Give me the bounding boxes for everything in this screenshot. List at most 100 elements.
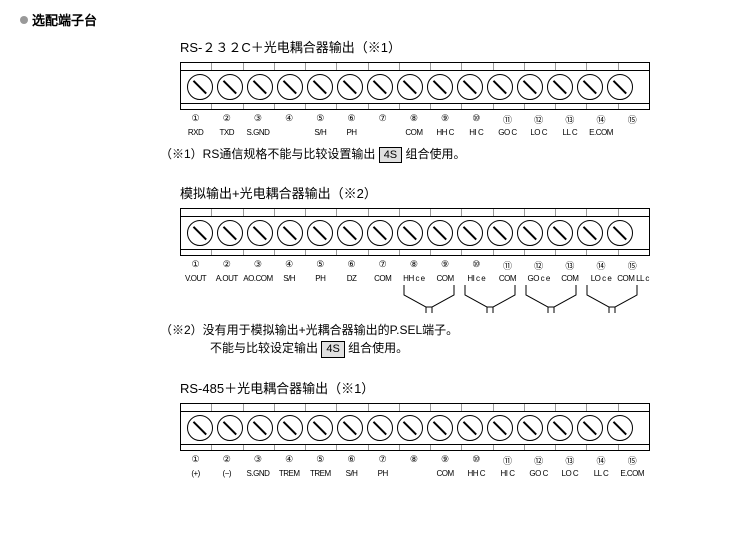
terminal-number: ⑥ bbox=[337, 454, 367, 467]
section-note: （※2）没有用于模拟输出+光耦合器输出的P.SEL端子。不能与比较设定输出 4S… bbox=[160, 321, 725, 357]
terminal-number: ⑧ bbox=[399, 113, 429, 126]
terminal-number: ① bbox=[181, 259, 211, 272]
terminal-label: COM bbox=[492, 274, 522, 283]
terminal-number: ⑪ bbox=[492, 259, 522, 272]
terminal-number: ⑮ bbox=[617, 454, 647, 467]
terminal-label: COM bbox=[555, 274, 585, 283]
terminal-label: COM LL c bbox=[617, 274, 647, 283]
terminal-labels: V.OUTA.OUTAO.COMS/HPHDZCOMHH c eCOMHI c … bbox=[180, 274, 650, 283]
page-title: 选配端子台 bbox=[32, 10, 97, 29]
terminal-numbers: ①②③④⑤⑥⑦⑧⑨⑩⑪⑫⑬⑭⑮ bbox=[180, 259, 650, 272]
terminal-section: 模拟输出+光电耦合器输出（※2）①②③④⑤⑥⑦⑧⑨⑩⑪⑫⑬⑭⑮V.OUTA.OU… bbox=[180, 183, 725, 357]
terminal-screw bbox=[577, 220, 603, 246]
terminal-label: (−) bbox=[212, 469, 242, 478]
terminal-label: TREM bbox=[274, 469, 304, 478]
terminal-screw bbox=[547, 74, 573, 100]
terminal-screw bbox=[397, 220, 423, 246]
terminal-numbers: ①②③④⑤⑥⑦⑧⑨⑩⑪⑫⑬⑭⑮ bbox=[180, 113, 650, 126]
terminal-label: GO C bbox=[524, 469, 554, 478]
terminal-screw bbox=[577, 415, 603, 441]
terminal-screw bbox=[247, 74, 273, 100]
terminal-screw bbox=[607, 74, 633, 100]
terminal-number: ② bbox=[212, 113, 242, 126]
terminal-screw bbox=[187, 74, 213, 100]
terminal-screw bbox=[547, 220, 573, 246]
terminal-screw bbox=[457, 220, 483, 246]
terminal-number: ⑦ bbox=[368, 454, 398, 467]
terminal-screw bbox=[397, 415, 423, 441]
terminal-screw bbox=[427, 220, 453, 246]
terminal-number: ③ bbox=[243, 259, 273, 272]
terminal-number: ⑨ bbox=[430, 259, 460, 272]
terminal-number: ⑬ bbox=[555, 454, 585, 467]
terminal-number: ⑤ bbox=[305, 454, 335, 467]
terminal-screw bbox=[307, 220, 333, 246]
connector-bracket bbox=[399, 285, 459, 313]
terminal-screw bbox=[457, 74, 483, 100]
terminal-label: S.GND bbox=[243, 128, 273, 137]
terminal-screw bbox=[487, 415, 513, 441]
terminal-screw bbox=[277, 220, 303, 246]
terminal-label: LO C bbox=[524, 128, 554, 137]
terminal-number: ⑮ bbox=[617, 259, 647, 272]
terminal-label: RXD bbox=[181, 128, 211, 137]
terminal-label: HI c e bbox=[461, 274, 491, 283]
terminal-screw bbox=[217, 74, 243, 100]
terminal-number: ② bbox=[212, 259, 242, 272]
terminal-number: ⑨ bbox=[430, 454, 460, 467]
terminal-label: GO C bbox=[492, 128, 522, 137]
terminal-labels: RXDTXDS.GNDS/HPHCOMHH CHI CGO CLO CLL CE… bbox=[180, 128, 650, 137]
terminal-number: ② bbox=[212, 454, 242, 467]
terminal-screw bbox=[337, 220, 363, 246]
terminal-screw bbox=[427, 415, 453, 441]
terminal-section: RS-２３２C＋光电耦合器输出（※1）①②③④⑤⑥⑦⑧⑨⑩⑪⑫⑬⑭⑮RXDTXD… bbox=[180, 37, 725, 163]
terminal-number: ⑨ bbox=[430, 113, 460, 126]
terminal-number: ⑫ bbox=[524, 113, 554, 126]
terminal-screw bbox=[277, 74, 303, 100]
terminal-screw bbox=[517, 220, 543, 246]
terminal-label: LL C bbox=[555, 128, 585, 137]
terminal-label: AO.COM bbox=[243, 274, 273, 283]
terminal-number: ⑤ bbox=[305, 113, 335, 126]
terminal-number: ⑥ bbox=[337, 113, 367, 126]
terminal-number: ⑥ bbox=[337, 259, 367, 272]
section-title: RS-２３２C＋光电耦合器输出（※1） bbox=[180, 37, 725, 56]
connector-bracket bbox=[521, 285, 581, 313]
terminal-label: HH C bbox=[430, 128, 460, 137]
terminal-label: COM bbox=[430, 469, 460, 478]
terminal-screw bbox=[487, 74, 513, 100]
terminal-number: ⑪ bbox=[492, 113, 522, 126]
terminal-screw bbox=[307, 415, 333, 441]
terminal-number: ⑧ bbox=[399, 259, 429, 272]
terminal-screw bbox=[367, 415, 393, 441]
terminal-label: GO c e bbox=[524, 274, 554, 283]
terminal-screw bbox=[487, 220, 513, 246]
terminal-number: ⑫ bbox=[524, 454, 554, 467]
terminal-number: ⑬ bbox=[555, 259, 585, 272]
terminal-screw bbox=[577, 74, 603, 100]
terminal-screw bbox=[517, 415, 543, 441]
terminal-block bbox=[180, 403, 650, 451]
terminal-label: COM bbox=[399, 128, 429, 137]
terminal-numbers: ①②③④⑤⑥⑦⑧⑨⑩⑪⑫⑬⑭⑮ bbox=[180, 454, 650, 467]
terminal-label: DZ bbox=[337, 274, 367, 283]
terminal-label: COM bbox=[368, 274, 398, 283]
terminal-number: ⑮ bbox=[617, 113, 647, 126]
section-note: （※1）RS通信规格不能与比较设置输出 4S 组合使用。 bbox=[160, 145, 725, 163]
sections-container: RS-２３２C＋光电耦合器输出（※1）①②③④⑤⑥⑦⑧⑨⑩⑪⑫⑬⑭⑮RXDTXD… bbox=[20, 37, 725, 478]
terminal-screw bbox=[247, 220, 273, 246]
terminal-label: S/H bbox=[305, 128, 335, 137]
connector-bracket bbox=[582, 285, 642, 313]
terminal-screw bbox=[457, 415, 483, 441]
terminal-number: ③ bbox=[243, 454, 273, 467]
terminal-screw bbox=[187, 415, 213, 441]
terminal-screw bbox=[397, 74, 423, 100]
terminal-label: HH c e bbox=[399, 274, 429, 283]
terminal-label: HH C bbox=[461, 469, 491, 478]
terminal-block bbox=[180, 62, 650, 110]
terminal-screw bbox=[307, 74, 333, 100]
terminal-number: ① bbox=[181, 454, 211, 467]
terminal-label: TREM bbox=[305, 469, 335, 478]
terminal-number: ⑤ bbox=[305, 259, 335, 272]
terminal-number: ④ bbox=[274, 259, 304, 272]
